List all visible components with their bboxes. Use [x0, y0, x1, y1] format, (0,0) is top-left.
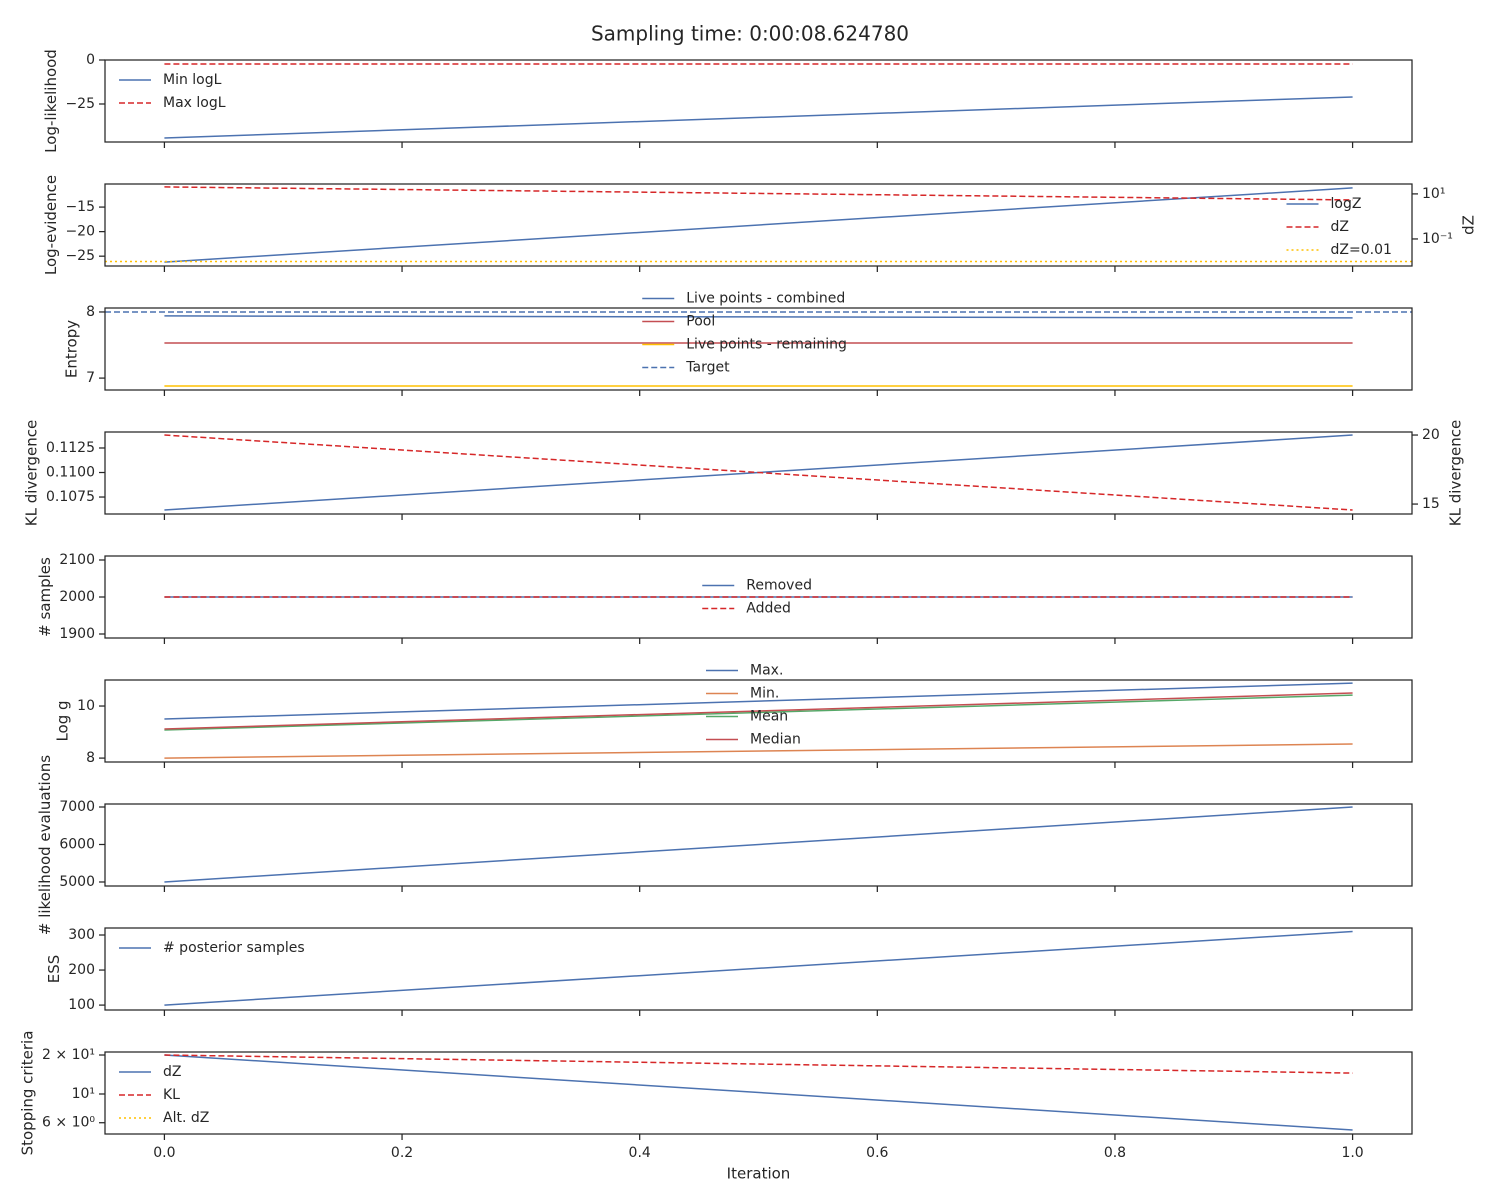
legend-label: KL	[163, 1087, 180, 1103]
figure-title: Sampling time: 0:00:08.624780	[591, 22, 909, 46]
y-tick-label: 2100	[59, 552, 95, 568]
series-line	[164, 1054, 1353, 1074]
x-tick-label: 0.2	[391, 1145, 413, 1161]
y2-tick-label: 20	[1422, 427, 1440, 443]
series-line	[164, 434, 1353, 511]
y-tick-label: 7000	[59, 799, 95, 815]
x-tick-label: 0.8	[1104, 1145, 1126, 1161]
y-axis-label: Log-evidence	[42, 175, 60, 275]
axes-frame	[104, 307, 1413, 391]
y-tick-label: 300	[68, 927, 95, 943]
y-axis-label: Log g	[54, 700, 72, 741]
y-tick-label: 10¹	[72, 1086, 95, 1102]
y-tick-label: −15	[65, 199, 95, 215]
legend-label: # posterior samples	[163, 940, 305, 956]
legend-label: Max.	[750, 663, 783, 679]
series-line	[164, 694, 1353, 731]
y-tick-label: 0.1100	[46, 465, 95, 481]
legend-label: Pool	[686, 314, 715, 330]
legend-label: Median	[750, 732, 801, 748]
legend-label: Min.	[750, 686, 779, 702]
axes-frame	[104, 183, 1413, 267]
axes-frame	[104, 679, 1413, 763]
y-tick-label: 6000	[59, 836, 95, 852]
series-line	[164, 315, 1353, 319]
series-line	[164, 1054, 1353, 1131]
series-line	[164, 692, 1353, 730]
series-line	[164, 806, 1353, 883]
y-tick-label: −25	[65, 96, 95, 112]
y-tick-label: 7	[86, 370, 95, 386]
y-tick-label: 10	[77, 698, 95, 714]
axes-frame	[104, 59, 1413, 143]
legend-label: Added	[746, 601, 791, 617]
y-axis-label: KL divergence	[23, 420, 41, 526]
x-tick-label: 0.0	[153, 1145, 175, 1161]
legend-label: dZ	[163, 1064, 181, 1080]
y-tick-label: −20	[65, 224, 95, 240]
y-tick-label: 6 × 10⁰	[42, 1115, 95, 1131]
y-tick-label: −25	[65, 248, 95, 264]
y-axis-label: Log-likelihood	[42, 49, 60, 153]
series-line	[164, 930, 1353, 1006]
axes-frame	[104, 1051, 1413, 1135]
y-tick-label: 200	[68, 962, 95, 978]
y-axis-label: # likelihood evaluations	[36, 755, 54, 935]
legend-label: dZ	[1331, 219, 1349, 235]
legend-label: Min logL	[163, 72, 222, 88]
series-line	[164, 682, 1353, 720]
y2-axis-label: KL divergence	[1446, 420, 1464, 526]
legend-label: dZ=0.01	[1331, 242, 1392, 258]
y-tick-label: 100	[68, 997, 95, 1013]
x-tick-label: 1.0	[1341, 1145, 1363, 1161]
legend-label: Mean	[750, 709, 788, 725]
y-tick-label: 2 × 10¹	[42, 1047, 95, 1063]
legend-label: Alt. dZ	[163, 1110, 209, 1126]
y2-tick-label: 15	[1422, 496, 1440, 512]
y-axis-label: Stopping criteria	[19, 1031, 37, 1156]
y-tick-label: 8	[86, 304, 95, 320]
x-tick-label: 0.6	[866, 1145, 888, 1161]
series-line	[164, 96, 1353, 139]
y-tick-label: 0.1125	[46, 440, 95, 456]
y-tick-label: 0	[86, 52, 95, 68]
legend-label: Removed	[746, 578, 812, 594]
axes-frame	[104, 927, 1413, 1011]
legend-label: Target	[685, 360, 730, 376]
x-axis-label: Iteration	[727, 1165, 791, 1183]
legend-label: Live points - combined	[686, 291, 845, 307]
y2-tick-label: 10⁻¹	[1422, 231, 1453, 247]
y-axis-label: # samples	[36, 557, 54, 637]
series-line	[164, 743, 1353, 759]
legend-label: logZ	[1331, 196, 1362, 212]
y-tick-label: 1900	[59, 626, 95, 642]
y-tick-label: 5000	[59, 874, 95, 890]
x-tick-label: 0.4	[629, 1145, 651, 1161]
y-tick-label: 2000	[59, 589, 95, 605]
legend-label: Max logL	[163, 95, 226, 111]
y2-axis-label: dZ	[1459, 215, 1477, 235]
series-line	[164, 187, 1353, 263]
y-axis-label: Entropy	[63, 320, 81, 378]
series-line	[164, 186, 1353, 201]
y-tick-label: 8	[86, 750, 95, 766]
y2-tick-label: 10¹	[1422, 186, 1445, 202]
legend-label: Live points - remaining	[686, 337, 847, 353]
y-tick-label: 0.1075	[46, 489, 95, 505]
y-axis-label: ESS	[45, 955, 63, 984]
